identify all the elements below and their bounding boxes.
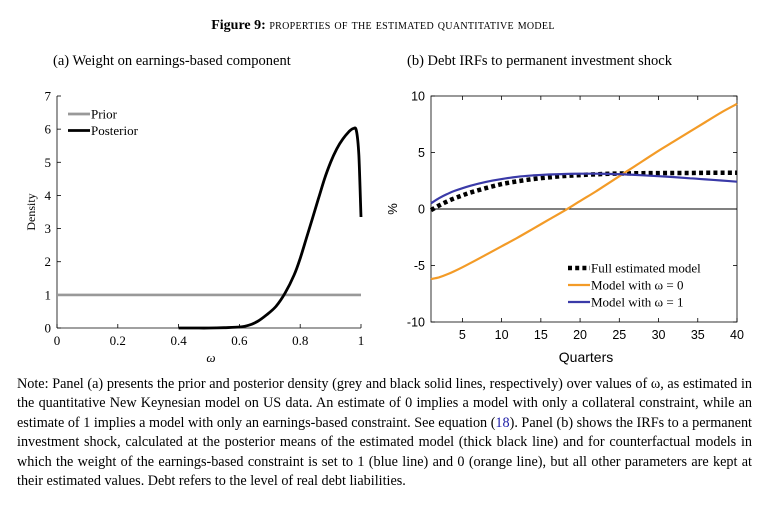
charts-canvas: 0 1 2 3 4 5 6 7 0 0.2 0.4 0.6 0.8 1 Density ω PriorPoste…	[24, 89, 744, 366]
panel-a-x-tick-label: 0.4	[170, 333, 187, 348]
panel-a-legend-label-posterior: Posterior	[91, 123, 139, 138]
panel-b-legend-label-full-estimated-model: Full estimated model	[591, 261, 701, 276]
panel-b-x-tick-label: 15	[534, 328, 548, 342]
figure-title-text: properties of the estimated quantitative…	[269, 18, 555, 33]
panel-b-y-tick-label: -5	[414, 259, 425, 273]
panel-a-title: (a) Weight on earnings-based component	[53, 53, 291, 69]
panel-a-y-tick-label: 3	[45, 221, 52, 236]
figure-title: Figure 9: properties of the estimated qu…	[0, 18, 766, 34]
panel-a-x-tick-label: 1	[358, 333, 365, 348]
panel-a-x-axis-label: ω	[206, 350, 215, 365]
panel-b-x-tick-label: 30	[652, 328, 666, 342]
panel-b-x-tick-label: 35	[691, 328, 705, 342]
panel-b-y-tick-label: -10	[407, 316, 425, 330]
panel-b-x-tick-label: 25	[612, 328, 626, 342]
panel-a-x-tick-label: 0.6	[231, 333, 248, 348]
panel-b-legend-label-model-with-1: Model with ω = 1	[591, 295, 683, 310]
panel-a-y-tick-label: 4	[45, 188, 52, 203]
panel-b-x-tick-label: 20	[573, 328, 587, 342]
panel-b-x-tick-label: 40	[730, 328, 744, 342]
figure-label: Figure 9:	[211, 18, 266, 33]
panel-a-x-tick-label: 0.8	[292, 333, 308, 348]
panel-b-y-tick-label: 10	[411, 90, 425, 104]
panel-a-y-tick-label: 6	[45, 122, 52, 137]
panel-a-y-tick-label: 2	[45, 254, 52, 269]
panel-b-x-tick-label: 5	[459, 328, 466, 342]
panel-a-y-axis-label: Density	[24, 193, 38, 230]
panel-a-legend-label-prior: Prior	[91, 107, 118, 122]
equation-reference-link[interactable]: 18	[495, 414, 510, 431]
panel-a-x-tick-label: 0	[54, 333, 61, 348]
panel-b-series-full-estimated-model-line	[429, 170, 737, 213]
panel-b-title: (b) Debt IRFs to permanent investment sh…	[407, 53, 672, 69]
panel-b-y-tick-label: 0	[418, 203, 425, 217]
panel-a-y-tick-label: 7	[45, 89, 52, 104]
panel-b-x-tick-label: 10	[495, 328, 509, 342]
panel-a-y-tick-label: 5	[45, 155, 52, 170]
panel-b-series-model-with-1-line	[430, 172, 738, 205]
figure-note: Note: Panel (a) presents the prior and p…	[17, 375, 752, 491]
note-text-2: ). Panel (b) shows the IRFs to a permane…	[17, 414, 752, 490]
panel-b-legend-label-model-with-0: Model with ω = 0	[591, 278, 683, 293]
panel-b-x-axis-label: Quarters	[559, 349, 613, 365]
panel-a-series-posterior-line	[178, 126, 363, 330]
panel-a-x-tick-label: 0.2	[110, 333, 126, 348]
panel-a-y-tick-label: 0	[45, 321, 52, 336]
panel-b-y-tick-label: 5	[418, 146, 425, 160]
panel-a-y-tick-label: 1	[45, 287, 52, 302]
note-text-1: Note: Panel (a) presents the prior and p…	[17, 376, 752, 431]
panel-b-series-model-with-0-line	[430, 102, 738, 281]
panel-b-y-axis-label: %	[385, 203, 400, 215]
